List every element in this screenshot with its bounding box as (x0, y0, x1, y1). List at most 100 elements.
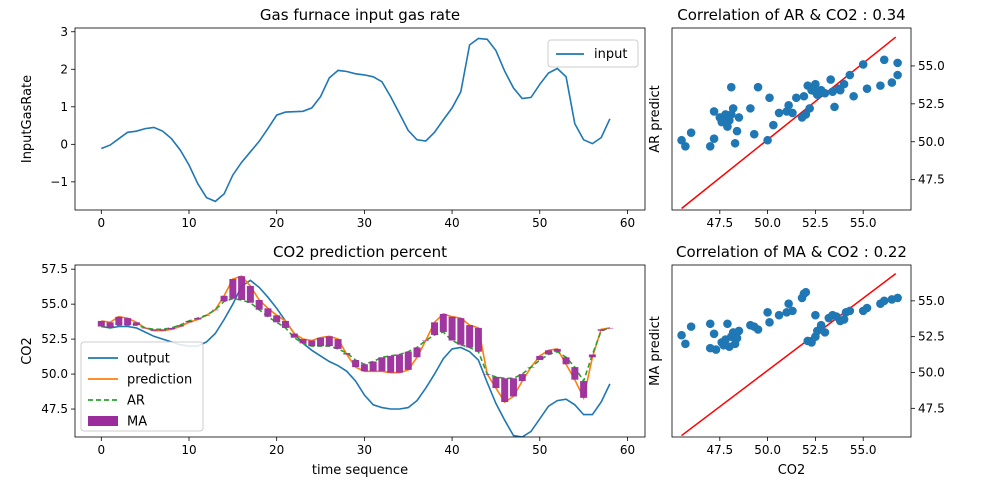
ma-bar (132, 322, 140, 326)
reference-line (681, 273, 897, 437)
ma-bar (580, 381, 588, 398)
scatter-point (681, 142, 690, 151)
ma-bar (273, 315, 281, 323)
ma-bar (141, 327, 149, 329)
chart-title: Gas furnace input gas rate (260, 6, 460, 24)
scatter-point (816, 320, 826, 330)
ma-bar (220, 295, 228, 302)
scatter-point (788, 306, 797, 316)
ma-bar (431, 322, 439, 335)
axes-frame (671, 27, 912, 211)
y-tick-label: 52.5 (41, 332, 68, 346)
y-tick-label: −1 (50, 175, 68, 189)
scatter-point (732, 126, 742, 136)
ma-bar (369, 361, 377, 372)
scatter-point (753, 325, 763, 334)
x-tick-label: 10 (181, 443, 196, 457)
ma-bar (308, 340, 316, 347)
x-tick-label: 50 (532, 443, 547, 457)
scatter-point (876, 81, 885, 90)
ma-bar (360, 364, 368, 372)
y-tick-label: 0 (60, 137, 68, 151)
scatter-point (774, 108, 784, 118)
y-axis-label: InputGasRate (20, 75, 35, 163)
scatter-point (763, 135, 772, 145)
scatter-point (705, 142, 715, 151)
scatter-point (728, 104, 738, 113)
x-tick-label: 30 (357, 216, 372, 230)
ma-bar (194, 318, 202, 320)
ma-bar (422, 340, 430, 342)
scatter-point (784, 101, 793, 110)
legend-box (80, 341, 204, 432)
legend-box (547, 39, 639, 68)
scatter-point (763, 308, 772, 317)
ma-bar (238, 276, 246, 300)
scatter-point (769, 120, 778, 130)
chart-title: Correlation of AR & CO2 : 0.34 (677, 6, 905, 24)
y-tick-label: 50.0 (918, 366, 945, 380)
ma-bar (115, 316, 123, 326)
ma-bar (448, 316, 456, 341)
x-axis-label: time sequence (312, 463, 408, 478)
plot-area (101, 37, 611, 203)
axes-frame (74, 264, 646, 438)
x-tick-label: 20 (269, 216, 284, 230)
scatter-point (820, 88, 830, 98)
y-axis-label: CO2 (20, 337, 35, 365)
scatter-point (893, 293, 902, 303)
ma-bar (597, 329, 605, 331)
legend: output prediction AR MA (80, 341, 204, 432)
scatter-point (811, 310, 820, 320)
x-tick-label: 50.0 (754, 216, 781, 230)
ma-bar (387, 355, 395, 373)
scatter-point (862, 84, 872, 93)
scatter-point (726, 82, 736, 92)
ma-bar (317, 337, 325, 347)
scatter-point (784, 299, 793, 309)
co2-prediction-panel: 0 10 20 30 40 50 60 47.5 50.0 52.5 55.0 57.5 CO2 pre… (20, 243, 646, 478)
scatter-point (839, 315, 849, 324)
input-gas-rate-panel: 0 10 20 30 40 50 60 −1 0 1 2 3 Gas furnace input gas… (20, 6, 646, 230)
x-axis-label: CO2 (778, 463, 806, 478)
plot-area (677, 273, 902, 437)
x-tick-label: 30 (357, 443, 372, 457)
x-tick-label: 0 (97, 216, 105, 230)
scatter-point (677, 330, 686, 340)
y-tick-label: 3 (60, 25, 68, 39)
scatter-point (765, 318, 774, 327)
scatter-point (845, 306, 855, 316)
legend: input (547, 39, 639, 68)
scatter-point (811, 79, 820, 89)
ma-bar (588, 354, 596, 358)
y-tick-label: 50.0 (41, 367, 68, 381)
scatter-point (734, 113, 744, 122)
ma-bar (562, 357, 570, 365)
ma-bar (343, 353, 351, 355)
scatter-point (709, 107, 719, 116)
ma-bar (167, 327, 175, 330)
scatter-point (879, 296, 889, 306)
x-tick-label: 47.5 (706, 216, 733, 230)
scatter-point (709, 329, 719, 339)
scatter-point (709, 134, 719, 144)
ma-bar (150, 329, 158, 331)
x-tick-label: 52.5 (802, 216, 829, 230)
scatter-point (893, 70, 902, 80)
x-tick-label: 40 (444, 443, 459, 457)
y-tick-label: 55.0 (918, 294, 945, 308)
ma-bar (457, 318, 465, 345)
scatter-point (830, 102, 839, 112)
ma-bar (404, 351, 412, 370)
x-tick-label: 50.0 (754, 443, 781, 457)
ma-bar (124, 318, 132, 326)
ma-bar (281, 320, 289, 328)
legend-label-prediction: prediction (127, 373, 192, 388)
chart-title: CO2 prediction percent (273, 243, 447, 261)
scatter-point (788, 108, 797, 118)
y-tick-label: 52.5 (918, 97, 945, 111)
scatter-point (862, 303, 872, 313)
x-tick-label: 55.0 (850, 443, 877, 457)
ma-bar (413, 347, 421, 358)
